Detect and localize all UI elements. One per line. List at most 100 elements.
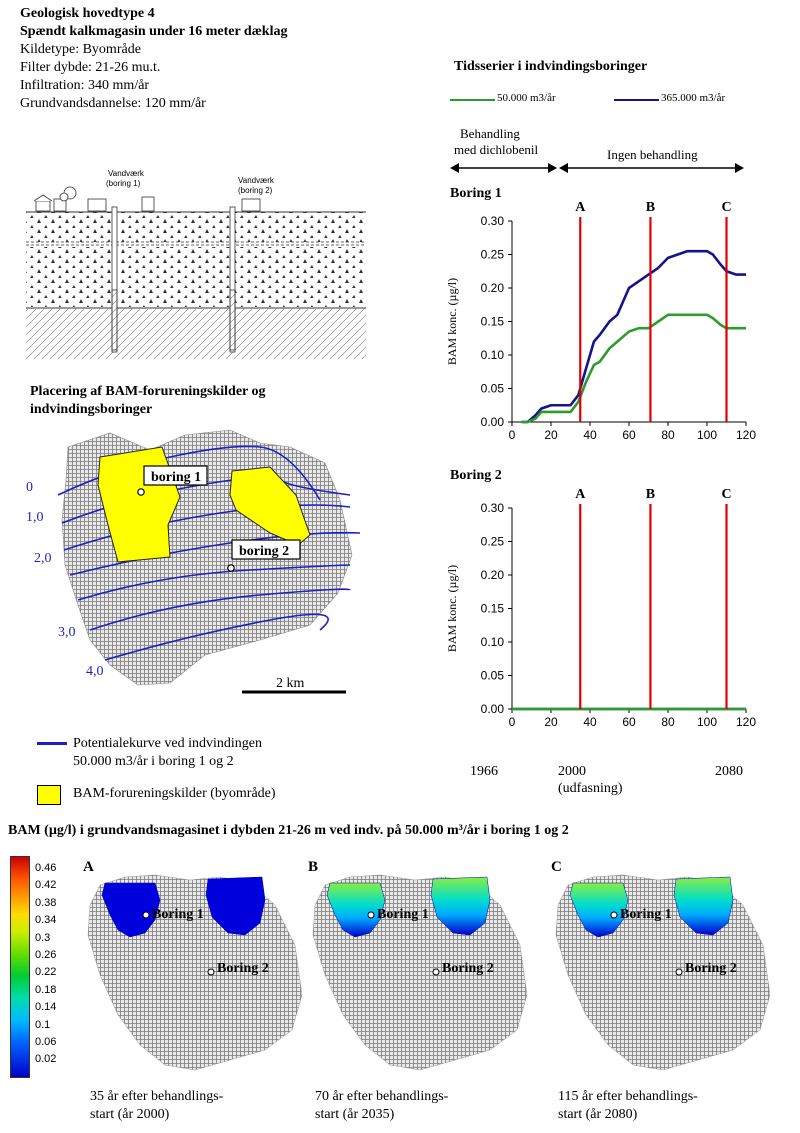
phase-treatment-a: Behandling (460, 126, 520, 141)
chart-boring-1: 0 20 40 60 80 100 120 0.00 0.05 0.10 0.15 0.20 0.25 0… (445, 200, 756, 442)
panel-caption-a: 70 år efter behandlings- (315, 1089, 449, 1104)
legend-green-swatch (450, 99, 495, 101)
contour-label-1: 1,0 (26, 510, 44, 525)
x-tick-label: 60 (622, 715, 636, 729)
scale-value-label: 0.02 (35, 1053, 57, 1066)
boring-2-label: boring 2 (239, 544, 289, 559)
boring-1-marker (367, 911, 375, 919)
panel-boring-1-label: Boring 1 (377, 907, 429, 922)
boring-2-marker (207, 968, 215, 976)
boring-2-marker (675, 968, 683, 976)
x-tick-label: 100 (697, 428, 717, 442)
x-tick-label: 20 (544, 428, 558, 442)
contour-label-4: 4,0 (86, 664, 104, 679)
boring-2-marker (432, 968, 440, 976)
y-tick-label: 0.20 (481, 281, 505, 295)
well2-label-b: (boring 2) (238, 186, 273, 195)
scale-value-label: 0.1 (35, 1018, 51, 1031)
legend-box-label: BAM-forureningskilder (byområde) (73, 786, 276, 801)
marker-label-B: B (646, 487, 655, 502)
concentration-panel-C: Boring 1 Boring 2 C (551, 859, 771, 1071)
panel-boring-1-label: Boring 1 (620, 907, 672, 922)
header-type: Geologisk hovedtype 4 (20, 6, 155, 21)
series-line-365000 (521, 249, 746, 424)
y-tick-label: 0.20 (481, 568, 505, 582)
contour-label-2: 2,0 (34, 551, 52, 566)
scale-value-label: 0.22 (35, 966, 57, 979)
scale-value-label: 0.46 (35, 862, 57, 874)
scale-value-label: 0.42 (35, 879, 57, 892)
map-title-b: indvindingsboringer (30, 402, 153, 417)
phase-no-treatment: Ingen behandling (607, 147, 698, 162)
legend-navy-swatch (614, 99, 659, 101)
panel-boring-2-label: Boring 2 (442, 961, 494, 976)
scale-value-label: 0.26 (35, 949, 57, 961)
x-tick-label: 40 (583, 428, 597, 442)
well1-label-b: (boring 1) (106, 179, 141, 188)
scale-value-label: 0.34 (35, 914, 57, 927)
legend-box-swatch (37, 785, 61, 805)
panel-letter: C (551, 859, 562, 875)
panel-caption-b: start (år 2000) (90, 1107, 170, 1122)
chart1-title: Boring 1 (450, 186, 502, 201)
header-infiltration: Infiltration: 340 mm/år (20, 78, 150, 93)
x-tick-label: 60 (622, 428, 636, 442)
chart2-title: Boring 2 (450, 468, 502, 483)
y-tick-label: 0.15 (481, 315, 505, 329)
panel-boring-2-label: Boring 2 (685, 961, 737, 976)
header-source-type: Kildetype: Byområde (20, 42, 141, 57)
scale-value-label: 0.38 (35, 896, 57, 909)
house-icons (33, 186, 261, 212)
year-2080: 2080 (715, 764, 743, 779)
boring-1-marker (610, 911, 618, 919)
well1-label-a: Vandværk (108, 169, 145, 178)
x-tick-label: 80 (661, 428, 675, 442)
year-2000-note: (udfasning) (558, 781, 623, 796)
legend-navy-label: 365.000 m3/år (661, 92, 726, 104)
x-tick-label: 120 (736, 428, 756, 442)
plume-boring-1 (101, 882, 161, 938)
y-tick-label: 0.25 (481, 248, 505, 262)
x-tick-label: 120 (736, 715, 756, 729)
panel-caption-b: start (år 2080) (558, 1107, 638, 1122)
boring-1-marker (137, 488, 145, 496)
panel-letter: B (308, 859, 318, 875)
scale-label: 2 km (276, 676, 305, 691)
geologic-profile: Vandværk (boring 1) Vandværk (boring 2) (26, 169, 366, 359)
x-tick-label: 0 (509, 428, 516, 442)
bottom-title: BAM (µg/l) i grundvandsmagasinet i dybde… (8, 823, 569, 838)
panel-caption-a: 35 år efter behandlings- (90, 1089, 224, 1104)
header-filter-depth: Filter dybde: 21-26 mu.t. (20, 60, 161, 75)
color-scale-bar (10, 856, 30, 1078)
scale-value-label: 0.14 (35, 1001, 57, 1014)
legend-green-label: 50.000 m3/år (497, 92, 556, 104)
marker-label-A: A (575, 487, 586, 502)
x-tick-label: 80 (661, 715, 675, 729)
panel-caption-a: 115 år efter behandlings- (558, 1089, 698, 1104)
x-tick-label: 100 (697, 715, 717, 729)
boring-1-label: boring 1 (151, 470, 201, 485)
plume-boring-2 (205, 876, 266, 936)
y-tick-label: 0.30 (481, 214, 505, 228)
x-tick-label: 40 (583, 715, 597, 729)
y-tick-label: 0.25 (481, 535, 505, 549)
y-axis-label: BAM konc. (µg/l) (445, 278, 459, 365)
marker-label-C: C (721, 487, 731, 502)
y-axis-label: BAM konc. (µg/l) (445, 565, 459, 652)
well-2-icon (229, 206, 236, 353)
y-tick-label: 0.00 (481, 415, 505, 429)
panel-boring-2-label: Boring 2 (217, 961, 269, 976)
marker-label-C: C (721, 200, 731, 215)
boring-2-marker (227, 564, 235, 572)
contour-label-3: 3,0 (58, 625, 76, 640)
well2-label-a: Vandværk (238, 176, 275, 185)
boring-1-marker (142, 911, 150, 919)
y-tick-label: 0.15 (481, 602, 505, 616)
plume-boring-2 (430, 876, 491, 936)
y-tick-label: 0.10 (481, 348, 505, 362)
contour-label-0: 0 (26, 480, 33, 495)
plume-boring-2 (673, 876, 734, 936)
map-title-a: Placering af BAM-forureningskilder og (30, 384, 266, 399)
phase-treatment-b: med dichlobenil (454, 142, 539, 157)
panel-boring-1-label: Boring 1 (152, 907, 204, 922)
